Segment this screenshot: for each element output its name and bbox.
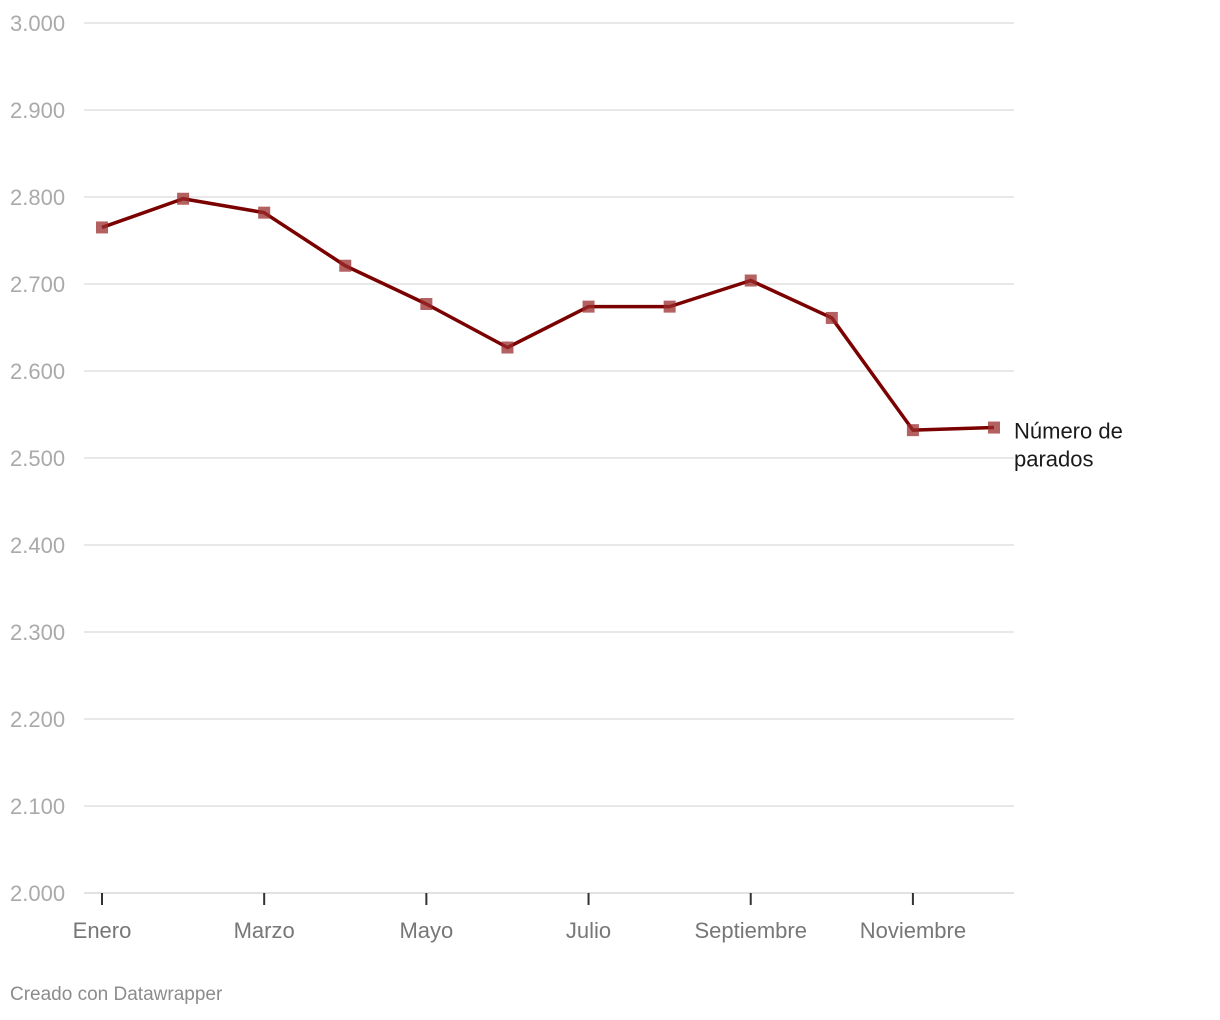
y-tick-label: 2.800 <box>10 185 65 210</box>
data-point-septiembre <box>744 274 757 287</box>
credit-text: Creado con Datawrapper <box>10 984 223 1005</box>
x-tick-label: Enero <box>73 918 132 943</box>
x-axis-labels: Enero Marzo Mayo Julio Septiembre Noviembre <box>73 918 966 943</box>
y-tick-label: 2.200 <box>10 707 65 732</box>
data-point-junio <box>501 341 514 354</box>
data-point-diciembre <box>988 421 1000 434</box>
x-tick-label: Mayo <box>399 918 453 943</box>
y-axis-labels: 2.000 2.100 2.200 2.300 2.400 2.500 2.600 2.700… <box>10 11 65 906</box>
x-tick-label: Marzo <box>234 918 295 943</box>
series-line-0 <box>101 196 995 432</box>
data-point-febrero <box>177 192 190 205</box>
data-markers <box>96 192 1000 437</box>
x-tick-label: Julio <box>566 918 611 943</box>
series-labels: Número de parados <box>1014 419 1123 472</box>
y-tick-label: 2.900 <box>10 98 65 123</box>
y-tick-label: 2.700 <box>10 272 65 297</box>
x-axis-ticks <box>101 893 914 905</box>
x-tick-label: Noviembre <box>860 918 966 943</box>
y-tick-label: 2.400 <box>10 533 65 558</box>
series-lines <box>101 196 995 432</box>
data-point-marzo <box>258 206 271 219</box>
y-tick-label: 3.000 <box>10 11 65 36</box>
y-tick-label: 2.300 <box>10 620 65 645</box>
data-point-noviembre <box>906 424 919 437</box>
series-label-line: parados <box>1014 447 1094 472</box>
y-tick-label: 2.000 <box>10 881 65 906</box>
y-tick-label: 2.600 <box>10 359 65 384</box>
y-tick-label: 2.500 <box>10 446 65 471</box>
x-tick-label: Septiembre <box>694 918 807 943</box>
data-point-julio <box>582 300 595 313</box>
series-label-line: Número de <box>1014 419 1123 444</box>
grid-lines <box>84 22 1014 894</box>
data-point-abril <box>339 259 352 272</box>
data-point-agosto <box>663 300 676 313</box>
data-point-mayo <box>420 298 433 311</box>
data-point-enero <box>96 221 108 234</box>
y-tick-label: 2.100 <box>10 794 65 819</box>
data-point-octubre <box>825 311 838 324</box>
